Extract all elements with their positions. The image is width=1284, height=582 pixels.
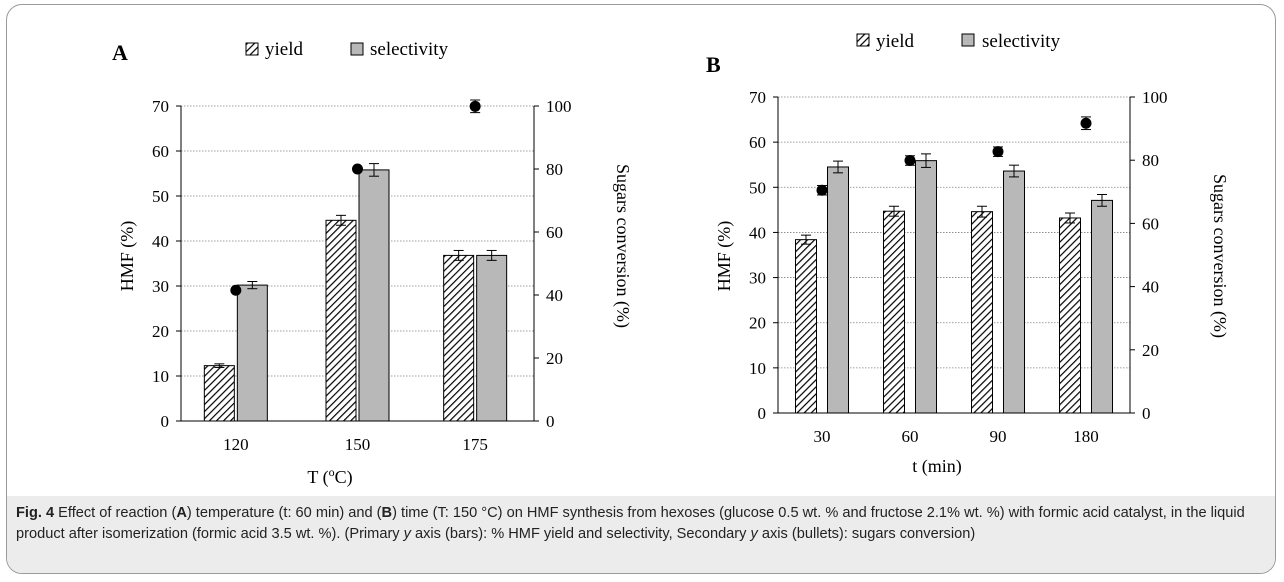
y2-tick-label: 100 [1142, 88, 1168, 107]
conversion-bullet [816, 184, 828, 196]
panel-b-x-axis-title: t (min) [912, 456, 962, 477]
yield-bar [325, 219, 357, 422]
selectivity-bar [236, 284, 268, 422]
panel-a-marks [203, 99, 508, 422]
y2-tick-label: 80 [1142, 151, 1159, 170]
selectivity-bar [476, 254, 508, 422]
y2-tick-label: 0 [546, 412, 555, 431]
x-tick-label: 60 [902, 427, 919, 446]
legend-yield-label: yield [876, 31, 914, 52]
y2-tick-label: 60 [546, 223, 563, 242]
conversion-bullet [1080, 117, 1092, 129]
figure-canvas: A yield selectivity 0 10 20 30 40 50 60 70 0 20 40… [112, 31, 1230, 488]
caption-text: axis (bullets): sugars conversion) [757, 526, 976, 542]
panel-b-axes: 0 10 20 30 40 50 60 70 0 20 40 60 80 100 30 60 90 180 [749, 88, 1168, 446]
y-tick-label: 10 [152, 367, 169, 386]
y2-tick-label: 100 [546, 97, 572, 116]
yield-bar [883, 210, 905, 414]
conversion-bullet [469, 100, 481, 112]
caption-band [7, 496, 1275, 573]
y-tick-label: 60 [749, 133, 766, 152]
panel-b: B yield selectivity 0 10 20 30 40 50 60 70 0 20 40… [706, 31, 1230, 477]
panel-a-axes: 0 10 20 30 40 50 60 70 0 20 40 60 80 100 120 150 175 [152, 97, 572, 454]
caption-text: axis (bars): % HMF yield and selectivity… [410, 526, 751, 542]
legend-selectivity-swatch [350, 42, 364, 56]
y2-tick-label: 60 [1142, 214, 1159, 233]
yield-bar [203, 365, 235, 422]
conversion-bullet [992, 146, 1004, 158]
legend-selectivity-swatch [961, 33, 975, 47]
caption-bold-a: A [176, 505, 187, 521]
x-tick-label: 175 [462, 435, 488, 454]
legend-selectivity-label: selectivity [370, 39, 449, 60]
conversion-bullet [352, 163, 363, 175]
yield-bar [795, 239, 817, 414]
selectivity-bar [827, 166, 849, 414]
panel-b-y-axis-title: HMF (%) [714, 221, 735, 292]
y-tick-label: 30 [152, 277, 169, 296]
panel-a-x-axis-title: T (oC) [307, 465, 352, 488]
y-tick-label: 60 [152, 142, 169, 161]
panel-a-y-axis-title: HMF (%) [117, 221, 138, 292]
y-tick-label: 70 [152, 97, 169, 116]
yield-bar [971, 211, 993, 414]
y-tick-label: 50 [152, 187, 169, 206]
y-tick-label: 40 [152, 232, 169, 251]
y-tick-label: 30 [749, 269, 766, 288]
x-tick-label: 30 [814, 427, 831, 446]
y2-tick-label: 40 [1142, 278, 1159, 297]
panel-a-legend: yield selectivity [245, 39, 449, 60]
conversion-bullet [904, 155, 916, 167]
y-tick-label: 0 [758, 404, 767, 423]
selectivity-bar [1091, 199, 1113, 414]
selectivity-bar [358, 169, 390, 422]
legend-selectivity-label: selectivity [982, 31, 1061, 52]
caption-italic-y: y [403, 526, 411, 542]
caption-text: Effect of reaction ( [54, 505, 177, 521]
figure-caption: Fig. 4 Effect of reaction (A) temperatur… [16, 503, 1266, 545]
caption-bold-b: B [381, 505, 393, 521]
y2-tick-label: 80 [546, 160, 563, 179]
selectivity-bar [1003, 170, 1025, 414]
panel-a-y2-axis-title: Sugars conversion (%) [612, 164, 633, 328]
panel-b-marks [795, 116, 1113, 414]
y2-tick-label: 20 [1142, 341, 1159, 360]
x-tick-label: 90 [990, 427, 1007, 446]
yield-bar [1059, 217, 1081, 414]
y-tick-label: 0 [161, 412, 170, 431]
yield-bar [443, 254, 475, 422]
y-tick-label: 70 [749, 88, 766, 107]
y-tick-label: 20 [152, 322, 169, 341]
panel-a: A yield selectivity 0 10 20 30 40 50 60 70 0 20 40… [112, 39, 633, 488]
x-tick-label: 150 [345, 435, 371, 454]
legend-yield-swatch [856, 33, 870, 47]
panel-b-legend: yield selectivity [856, 31, 1061, 52]
caption-italic-y: y [750, 526, 758, 542]
caption-text: ) temperature (t: 60 min) and ( [186, 505, 382, 521]
selectivity-bar [915, 160, 937, 414]
y2-tick-label: 40 [546, 286, 563, 305]
panel-b-label: B [706, 52, 721, 77]
y2-tick-label: 20 [546, 349, 563, 368]
caption-fig-label: Fig. 4 [16, 505, 55, 521]
caption-text: ) time (T: 150 °C) on HMF synthesis from… [16, 505, 1245, 542]
panel-a-label: A [112, 40, 128, 65]
y-tick-label: 10 [749, 359, 766, 378]
y-tick-label: 20 [749, 314, 766, 333]
legend-yield-swatch [245, 42, 259, 56]
y2-tick-label: 0 [1142, 404, 1151, 423]
conversion-bullet [230, 284, 242, 296]
panel-b-y2-axis-title: Sugars conversion (%) [1209, 174, 1230, 338]
y-tick-label: 50 [749, 178, 766, 197]
x-tick-label: 120 [223, 435, 249, 454]
legend-yield-label: yield [265, 39, 303, 60]
x-tick-label: 180 [1073, 427, 1099, 446]
y-tick-label: 40 [749, 223, 766, 242]
